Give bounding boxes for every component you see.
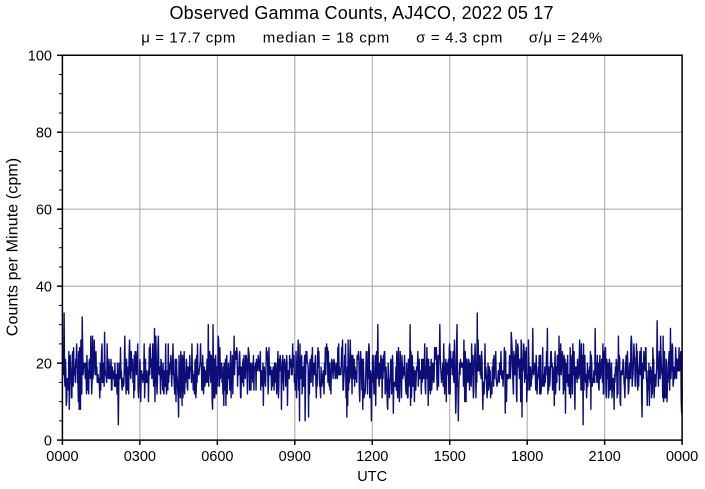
svg-text:0900: 0900 (279, 449, 311, 465)
svg-text:σ = 4.3 cpm: σ = 4.3 cpm (416, 30, 503, 47)
svg-text:0300: 0300 (124, 449, 156, 465)
svg-text:2100: 2100 (589, 449, 621, 465)
svg-text:σ/μ = 24%: σ/μ = 24% (529, 30, 603, 47)
svg-text:20: 20 (36, 357, 52, 373)
svg-text:1500: 1500 (434, 449, 466, 465)
svg-text:1200: 1200 (356, 449, 388, 465)
svg-text:Observed Gamma Counts, AJ4CO,: Observed Gamma Counts, AJ4CO, 2022 05 17 (169, 3, 553, 23)
svg-text:μ = 17.7 cpm: μ = 17.7 cpm (141, 30, 236, 47)
svg-text:UTC: UTC (357, 469, 387, 485)
svg-text:1800: 1800 (511, 449, 543, 465)
svg-text:0600: 0600 (201, 449, 233, 465)
svg-text:40: 40 (36, 280, 52, 296)
svg-text:80: 80 (36, 126, 52, 142)
svg-text:60: 60 (36, 203, 52, 219)
svg-text:0: 0 (44, 434, 52, 450)
svg-text:100: 100 (28, 49, 52, 65)
svg-text:median = 18 cpm: median = 18 cpm (263, 30, 390, 47)
svg-text:0000: 0000 (46, 449, 78, 465)
svg-text:0000: 0000 (666, 449, 698, 465)
svg-text:Counts per Minute (cpm): Counts per Minute (cpm) (5, 158, 22, 336)
